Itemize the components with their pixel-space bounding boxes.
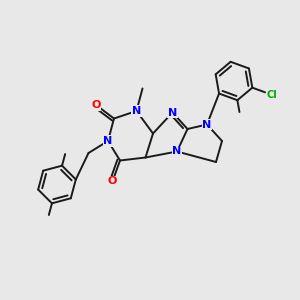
Text: O: O <box>91 100 101 110</box>
Text: O: O <box>108 176 117 187</box>
Text: Cl: Cl <box>267 90 278 100</box>
Text: N: N <box>202 119 211 130</box>
Text: N: N <box>103 136 112 146</box>
Text: N: N <box>132 106 141 116</box>
Text: N: N <box>172 146 182 157</box>
Text: N: N <box>168 107 177 118</box>
